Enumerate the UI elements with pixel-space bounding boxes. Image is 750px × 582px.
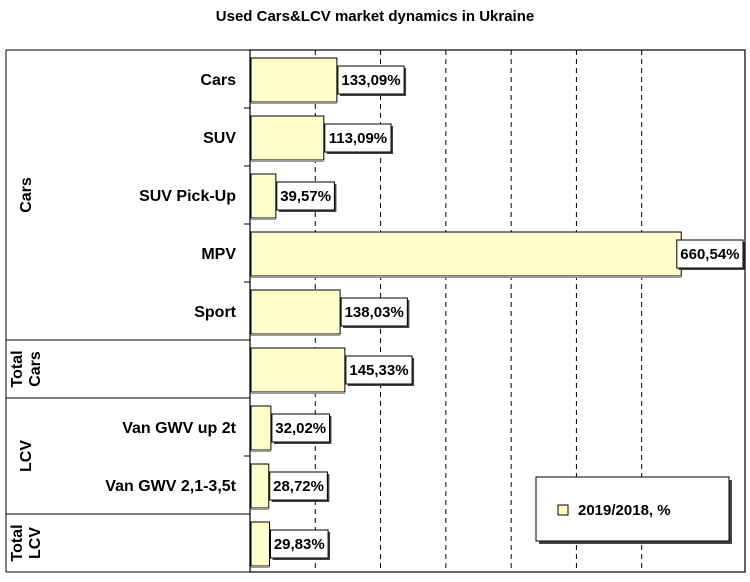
category-label: MPV bbox=[201, 246, 236, 263]
data-label: 660,54% bbox=[680, 246, 739, 263]
bar bbox=[250, 231, 682, 277]
data-label: 39,57% bbox=[280, 188, 331, 205]
bar-shadow bbox=[251, 276, 682, 278]
data-label-box bbox=[345, 355, 413, 385]
data-label: 113,09% bbox=[329, 130, 387, 147]
category-label: Van GWV up 2t bbox=[122, 420, 236, 437]
bar-shadow bbox=[251, 334, 341, 336]
legend-label: 2019/2018, % bbox=[578, 502, 671, 519]
data-label-box bbox=[676, 239, 744, 269]
data-label-box bbox=[337, 65, 405, 95]
bar-shadow bbox=[251, 160, 324, 162]
group-label: LCV bbox=[18, 440, 35, 472]
group-label: LCV bbox=[27, 527, 44, 559]
bar bbox=[250, 115, 325, 161]
group-label: Cars bbox=[18, 177, 35, 213]
data-label-box bbox=[271, 413, 331, 443]
bar-shadow bbox=[251, 566, 270, 568]
bar-shadow bbox=[251, 450, 271, 452]
bar bbox=[250, 173, 277, 219]
data-label: 29,83% bbox=[274, 536, 325, 553]
data-label-box bbox=[340, 297, 408, 327]
data-label: 133,09% bbox=[341, 72, 400, 89]
bar bbox=[250, 289, 341, 335]
data-label-box bbox=[324, 123, 392, 153]
bar bbox=[250, 463, 270, 509]
data-label-box bbox=[269, 471, 328, 501]
group-label: Total bbox=[9, 350, 26, 387]
chart-title: Used Cars&LCV market dynamics in Ukraine bbox=[215, 8, 535, 25]
data-label: 138,03% bbox=[345, 304, 404, 321]
category-label: Cars bbox=[200, 72, 236, 89]
bar bbox=[250, 57, 338, 103]
bar-shadow bbox=[251, 102, 337, 104]
data-label: 32,02% bbox=[275, 420, 326, 437]
category-label: SUV Pick-Up bbox=[139, 188, 236, 205]
category-label: SUV bbox=[203, 130, 236, 147]
data-label: 28,72% bbox=[273, 478, 324, 495]
data-label-box bbox=[276, 181, 335, 211]
bar-shadow bbox=[251, 392, 345, 394]
category-label: Sport bbox=[194, 304, 236, 321]
data-label: 145,33% bbox=[349, 362, 408, 379]
bar bbox=[250, 347, 346, 393]
bar bbox=[250, 521, 270, 567]
legend-swatch bbox=[557, 504, 569, 516]
data-label-box bbox=[269, 529, 329, 559]
plot-frame bbox=[249, 49, 746, 573]
group-label: Total bbox=[9, 524, 26, 561]
group-label: Cars bbox=[27, 351, 44, 387]
bar-shadow bbox=[251, 218, 276, 220]
category-label: Van GWV 2,1-3,5t bbox=[105, 478, 236, 495]
bar bbox=[250, 405, 272, 451]
bar-shadow bbox=[251, 508, 269, 510]
